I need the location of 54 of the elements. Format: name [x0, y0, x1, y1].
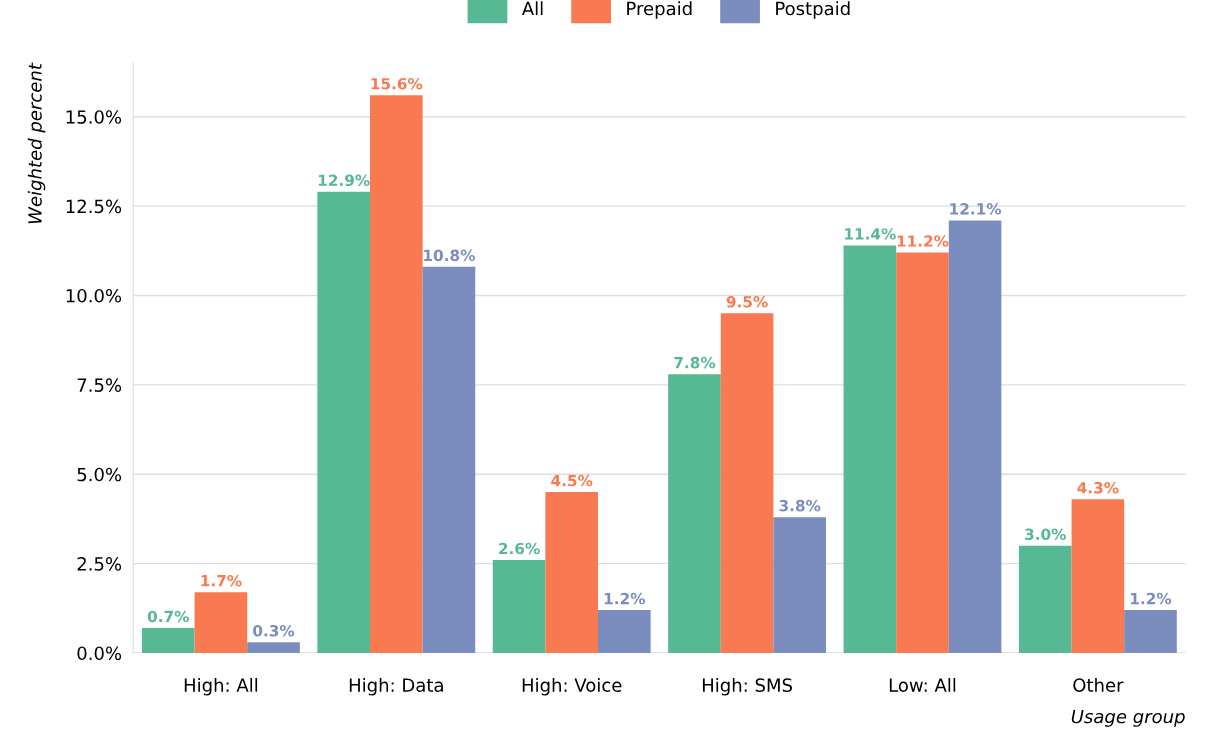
data-label: 2.6% [499, 542, 540, 555]
data-label: 10.8% [424, 249, 475, 262]
y-tick-label: 7.5% [77, 378, 122, 392]
x-tick-label: High: Data [349, 677, 443, 696]
bar [141, 627, 195, 653]
legend-label: Prepaid [627, 1, 692, 19]
data-label: 3.0% [1025, 528, 1066, 540]
x-tick-label: Low: All [889, 677, 956, 692]
x-tick-label: Other [1073, 677, 1124, 692]
data-label: 1.2% [604, 592, 646, 605]
bar [247, 642, 300, 653]
y-tick-label: 0.0% [77, 646, 122, 661]
bar [843, 245, 897, 653]
x-tick-label: High: All [184, 677, 258, 696]
bar [1018, 545, 1072, 653]
bar [1124, 610, 1177, 653]
legend-label: Postpaid [776, 1, 850, 19]
bar [317, 191, 370, 653]
bar [545, 492, 598, 653]
y-tick-label: 12.5% [66, 199, 122, 214]
bar [720, 313, 774, 653]
bar [773, 517, 827, 653]
bar [369, 95, 423, 653]
data-label: 1.7% [201, 574, 242, 587]
bar [896, 252, 949, 653]
x-tick-label: High: SMS [702, 677, 792, 696]
data-label: 9.5% [726, 296, 768, 308]
data-label: 0.7% [147, 610, 189, 623]
bar [1071, 499, 1125, 653]
data-label: 12.1% [950, 203, 1002, 215]
data-label: 12.9% [318, 174, 370, 187]
data-label: 3.8% [779, 499, 821, 512]
bar [422, 266, 476, 653]
bar [598, 610, 651, 653]
data-label: 1.2% [1131, 592, 1172, 605]
bar [492, 560, 546, 653]
bar [668, 374, 721, 653]
y-tick-label: 15.0% [66, 110, 122, 124]
data-label: 4.5% [551, 474, 593, 487]
data-label: 11.4% [845, 228, 896, 240]
bar [948, 220, 1002, 653]
x-axis-title: Usage group [1071, 709, 1185, 727]
y-tick-label: 10.0% [66, 288, 122, 303]
data-label: 11.2% [897, 235, 949, 247]
data-label: 15.6% [371, 77, 423, 90]
data-label: 4.3% [1077, 481, 1119, 494]
bar [194, 592, 248, 653]
data-label: 0.3% [253, 624, 295, 637]
y-axis-title: Weighted percent [27, 62, 46, 224]
data-label: 7.8% [674, 356, 716, 369]
legend-label: All [521, 1, 543, 16]
y-tick-label: 5.0% [77, 467, 122, 482]
x-tick-label: High: Voice [522, 677, 622, 696]
y-tick-label: 2.5% [77, 557, 122, 571]
